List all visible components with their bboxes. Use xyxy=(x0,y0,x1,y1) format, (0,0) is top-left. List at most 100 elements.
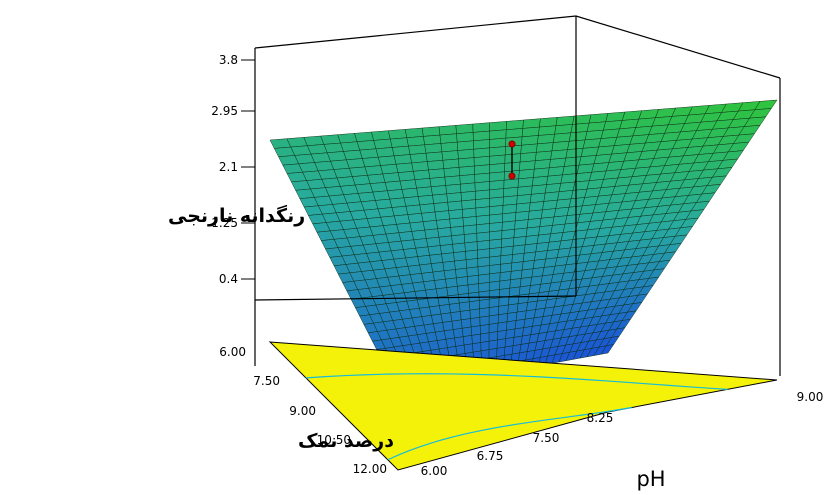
surface-cell xyxy=(429,305,442,316)
surface-cell xyxy=(497,313,509,324)
surface-cell xyxy=(476,231,490,242)
surface-cell xyxy=(503,178,519,189)
surface-cell xyxy=(389,137,409,148)
surface-cell xyxy=(502,195,518,206)
surface-cell xyxy=(474,181,490,192)
surface-cell xyxy=(469,300,480,311)
surface-cell xyxy=(430,262,445,273)
observed-point xyxy=(508,140,516,148)
surface-cell xyxy=(423,134,442,146)
surface-cell xyxy=(505,128,524,139)
surface-cell xyxy=(409,152,428,164)
surface-cell xyxy=(449,217,464,228)
surface-cell xyxy=(303,135,325,146)
surface-cell xyxy=(393,214,411,225)
surface-cell xyxy=(479,307,490,318)
surface-cell xyxy=(504,153,522,164)
surface-cell xyxy=(509,278,522,289)
surface-cell xyxy=(531,184,547,195)
surface-cell xyxy=(320,134,341,145)
surface-cell xyxy=(455,123,474,134)
surface-cell xyxy=(489,121,507,132)
surface-cell xyxy=(413,169,431,180)
surface-cell xyxy=(409,273,424,284)
surface-cell xyxy=(475,206,490,217)
surface-cell xyxy=(349,166,368,177)
surface-cell xyxy=(438,235,453,246)
surface-cell xyxy=(538,125,557,136)
ph-axis-title: pH xyxy=(636,467,665,491)
surface-cell xyxy=(340,184,359,195)
surface-cell xyxy=(521,126,540,138)
surface-cell xyxy=(417,194,435,206)
surface-cell xyxy=(488,331,499,342)
salt-tick-label: 10.50 xyxy=(317,433,351,447)
surface-cell xyxy=(496,338,506,349)
surface-cell xyxy=(512,244,526,255)
surface-cell xyxy=(421,211,437,222)
surface-cell xyxy=(404,127,424,138)
surface-cell xyxy=(489,154,506,165)
surface-cell xyxy=(427,297,440,308)
surface-cell xyxy=(477,256,490,268)
surface-cell xyxy=(441,252,455,263)
surface-cell xyxy=(489,280,501,292)
frame-base xyxy=(254,295,577,301)
surface-cell xyxy=(352,175,371,186)
surface-cell xyxy=(462,207,477,218)
surface-cell xyxy=(480,332,490,343)
surface-cell xyxy=(460,182,476,193)
surface-cell xyxy=(489,221,503,233)
surface-cell xyxy=(469,308,481,319)
surface-cell xyxy=(522,118,541,129)
axis-ticks: 0.4 1.25 2.1 2.95 3.8 6.00 7.50 9.00 10.50 12.00 6… xyxy=(211,53,823,478)
surface-cell xyxy=(454,336,465,347)
surface-cell xyxy=(470,325,481,336)
ph-tick-label: 6.00 xyxy=(421,464,448,478)
surface-cell xyxy=(450,311,462,322)
surface-cell xyxy=(389,197,407,208)
surface-cell xyxy=(497,321,508,332)
ph-tick-label: 9.00 xyxy=(797,390,824,404)
response-surface xyxy=(269,99,778,392)
surface-cell xyxy=(426,236,441,248)
surface-cell xyxy=(478,282,490,293)
surface-cell xyxy=(388,129,408,140)
surface-cell xyxy=(326,151,347,162)
surface-cell xyxy=(446,192,462,203)
surface-cell xyxy=(463,224,478,235)
surface-cell xyxy=(427,160,445,171)
surface-cell xyxy=(400,239,416,250)
surface-cell xyxy=(517,185,533,196)
ph-tick-label: 6.75 xyxy=(477,449,504,463)
surface-cell xyxy=(413,238,429,249)
z-tick-label: 0.4 xyxy=(219,272,238,286)
surface-cell xyxy=(432,193,448,204)
surface-cell xyxy=(467,275,479,286)
surface-cell xyxy=(514,219,529,230)
surface-cell xyxy=(479,324,490,335)
surface-cell xyxy=(375,198,393,210)
surface-cell xyxy=(425,288,438,299)
surface-cell xyxy=(537,133,555,145)
surface-cell xyxy=(384,180,403,191)
surface-cell xyxy=(476,223,490,234)
surface-cell xyxy=(330,159,350,170)
surface-cell xyxy=(371,130,391,141)
surface-cell xyxy=(447,346,458,357)
surface-cell xyxy=(428,168,446,179)
surface-cell xyxy=(527,209,543,220)
surface-cell xyxy=(359,148,379,159)
surface-cell xyxy=(489,163,506,174)
surface-cell xyxy=(463,232,478,244)
surface-cell xyxy=(508,286,521,297)
surface-cell xyxy=(489,179,505,191)
surface-cell xyxy=(354,183,374,194)
surface-cell xyxy=(447,200,463,211)
surface-cell xyxy=(478,290,490,301)
surface-cell xyxy=(513,236,527,247)
surface-cell xyxy=(439,133,458,144)
surface-cell xyxy=(455,344,466,356)
surface-cell xyxy=(489,196,504,207)
surface-cell xyxy=(360,200,379,211)
